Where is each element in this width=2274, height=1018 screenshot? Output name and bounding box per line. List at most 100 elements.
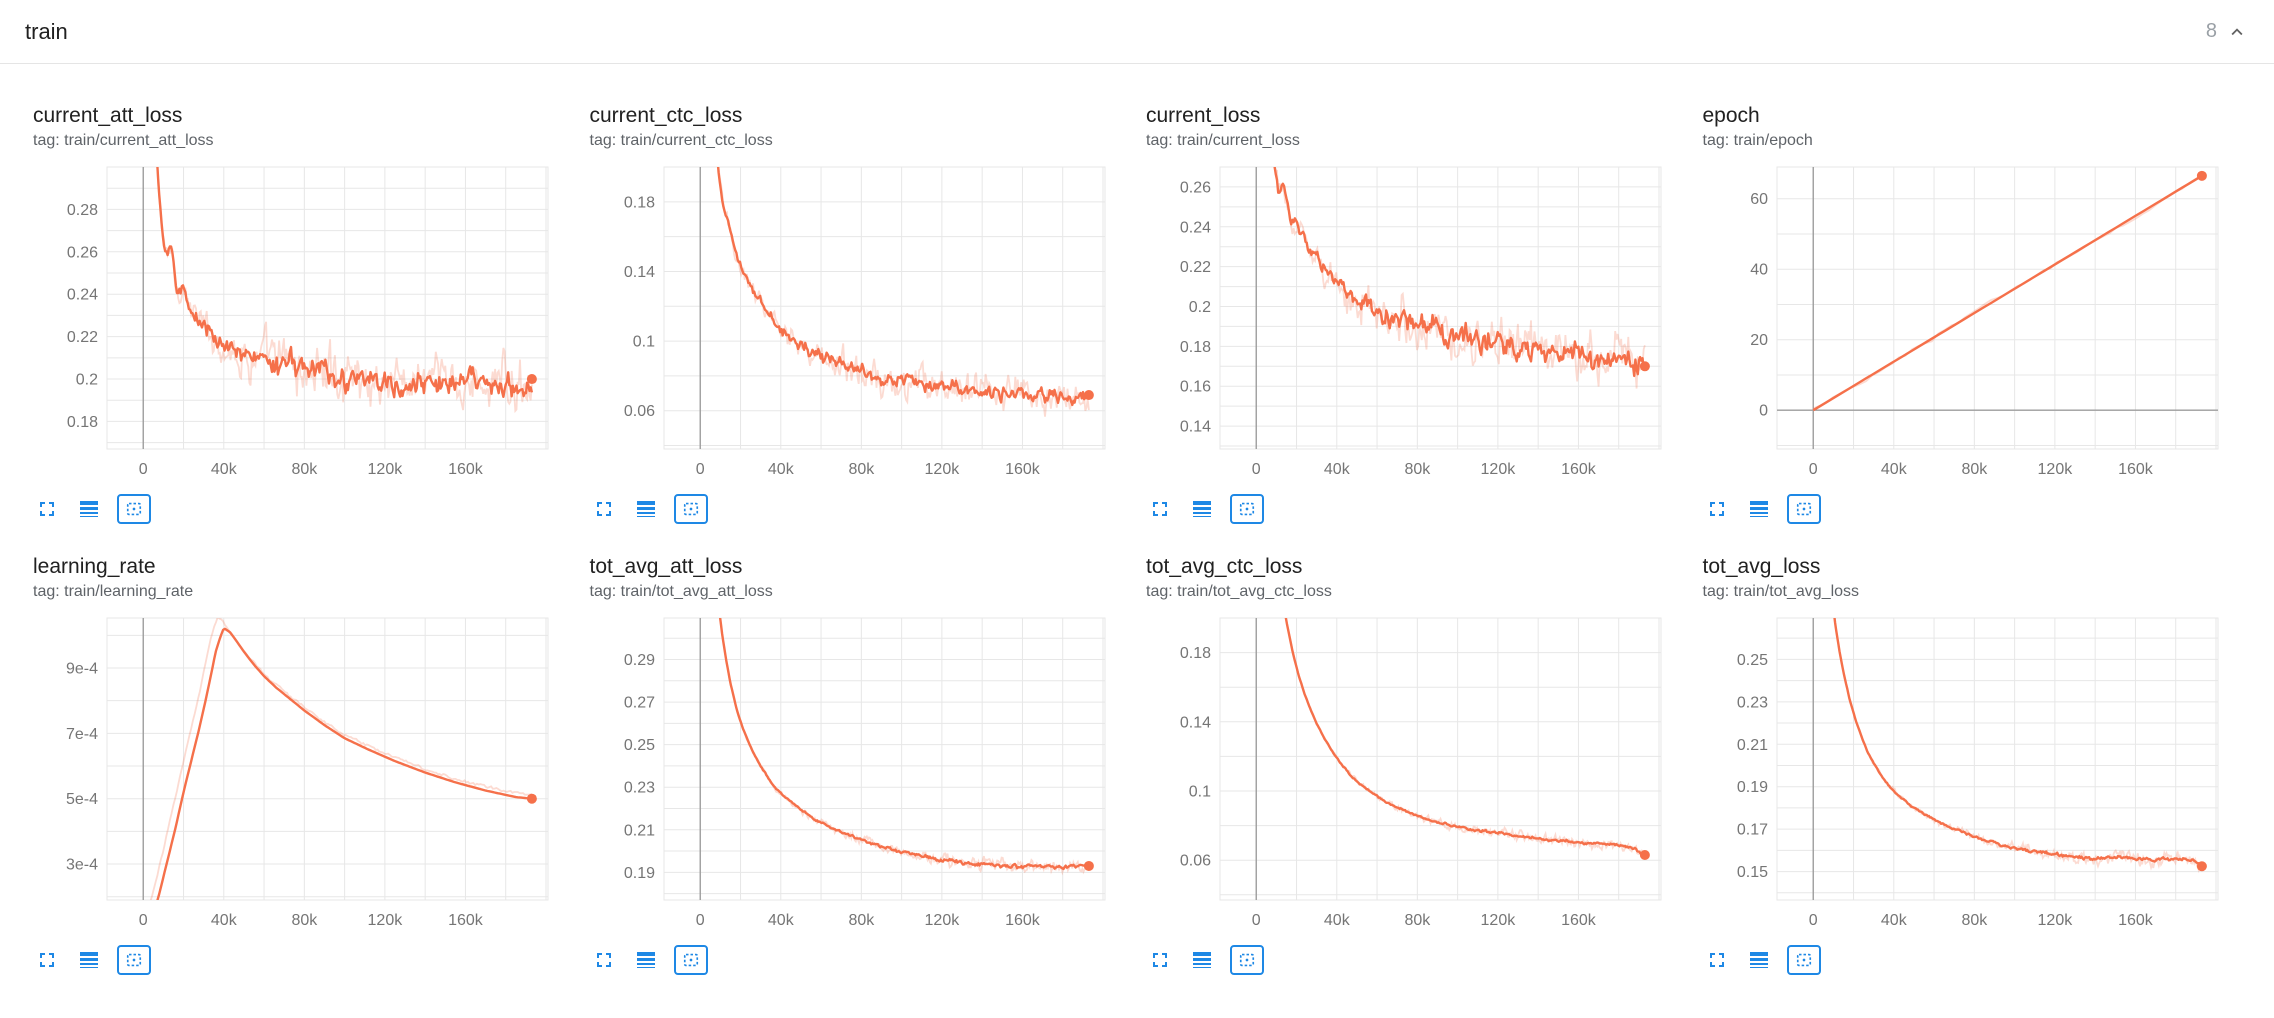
fit-domain-icon (683, 502, 698, 516)
toggle-log-scale-button[interactable] (75, 495, 103, 523)
svg-text:0.25: 0.25 (623, 737, 654, 754)
expand-chart-button[interactable] (33, 946, 61, 974)
expand-chart-button[interactable] (1703, 946, 1731, 974)
svg-text:120k: 120k (924, 461, 960, 478)
svg-text:160k: 160k (1561, 912, 1597, 929)
toggle-log-scale-button[interactable] (1188, 495, 1216, 523)
svg-text:120k: 120k (1481, 912, 1517, 929)
toggle-log-scale-button[interactable] (1745, 946, 1773, 974)
svg-text:80k: 80k (848, 461, 875, 478)
chart-count-badge: 8 (2205, 20, 2217, 42)
line-chart[interactable]: 0.19 0.21 0.23 0.25 0.27 0.29 0 40k 80k 120k 160k (589, 614, 1115, 934)
svg-text:120k: 120k (924, 912, 960, 929)
run-section-header[interactable]: train 8 (0, 0, 2274, 64)
fullscreen-icon (1709, 953, 1724, 967)
line-chart[interactable]: 0 20 40 60 0 40k 80k 120k 160k (1702, 163, 2228, 483)
chart-title: tot_avg_att_loss (589, 555, 743, 578)
svg-text:160k: 160k (2118, 912, 2154, 929)
charts-area: current_att_loss tag: train/current_att_… (0, 64, 2274, 976)
chart-tag: tag: train/learning_rate (33, 583, 194, 600)
chart-toolbar (590, 944, 1129, 976)
svg-text:0.18: 0.18 (1180, 645, 1211, 662)
scalar-chart-card: current_loss tag: train/current_loss 0.1… (1146, 102, 1685, 525)
chart-grid: current_att_loss tag: train/current_att_… (33, 102, 2241, 976)
fit-domain-button[interactable] (117, 945, 151, 975)
svg-text:80k: 80k (1961, 912, 1988, 929)
scalar-chart-card: current_ctc_loss tag: train/current_ctc_… (589, 102, 1129, 525)
svg-text:80k: 80k (291, 912, 318, 929)
line-chart[interactable]: 0.06 0.1 0.14 0.18 0 40k 80k 120k 160k (589, 163, 1115, 483)
line-chart[interactable]: 0.06 0.1 0.14 0.18 0 40k 80k 120k 160k (1146, 614, 1671, 934)
chart-toolbar (33, 944, 572, 976)
section-header-right: 8 (2206, 20, 2248, 43)
chart-title: current_att_loss (33, 104, 183, 127)
fit-domain-icon (126, 953, 142, 967)
svg-text:160k: 160k (1561, 461, 1597, 478)
fit-domain-button[interactable] (1230, 945, 1264, 975)
fit-domain-icon (1239, 953, 1255, 967)
svg-text:0.24: 0.24 (67, 287, 98, 304)
chart-tag: tag: train/tot_avg_att_loss (589, 583, 773, 600)
fit-domain-button[interactable] (673, 945, 708, 975)
svg-text:40k: 40k (767, 912, 794, 929)
scalar-chart-card: epoch tag: train/epoch 0 20 40 60 0 40k 80k 120… (1702, 102, 2242, 525)
svg-text:0.21: 0.21 (623, 822, 654, 839)
scalar-chart-card: current_att_loss tag: train/current_att_… (33, 102, 572, 525)
toggle-log-scale-button[interactable] (75, 946, 103, 974)
expand-chart-button[interactable] (590, 495, 618, 523)
line-chart[interactable]: 0.15 0.17 0.19 0.21 0.23 0.25 0 40k 80k 120k 160k (1702, 614, 2228, 934)
fit-domain-button[interactable] (1786, 494, 1821, 524)
fit-domain-button[interactable] (1230, 494, 1264, 524)
svg-text:9e-4: 9e-4 (66, 660, 98, 677)
chart-toolbar (590, 493, 1129, 525)
fit-domain-button[interactable] (117, 494, 151, 524)
svg-text:120k: 120k (368, 461, 404, 478)
svg-text:3e-4: 3e-4 (66, 857, 98, 874)
svg-text:160k: 160k (1005, 912, 1041, 929)
chart-toolbar (33, 493, 572, 525)
line-weight-icon (1193, 501, 1211, 517)
line-chart[interactable]: 0.14 0.16 0.18 0.2 0.22 0.24 0.26 0 40k 80k 120k 16… (1146, 163, 1671, 483)
svg-text:160k: 160k (448, 461, 484, 478)
expand-chart-button[interactable] (1146, 495, 1174, 523)
svg-text:120k: 120k (368, 912, 404, 929)
fit-domain-button[interactable] (673, 494, 708, 524)
svg-text:80k: 80k (291, 461, 318, 478)
fit-domain-button[interactable] (1786, 945, 1821, 975)
svg-text:0.24: 0.24 (1180, 219, 1211, 236)
svg-text:0.06: 0.06 (623, 403, 654, 420)
expand-chart-button[interactable] (1146, 946, 1174, 974)
toggle-log-scale-button[interactable] (1745, 495, 1773, 523)
section-title: train (25, 18, 68, 44)
svg-text:80k: 80k (1404, 461, 1431, 478)
toggle-log-scale-button[interactable] (632, 946, 660, 974)
expand-chart-button[interactable] (33, 495, 61, 523)
svg-text:40k: 40k (1880, 912, 1907, 929)
toggle-log-scale-button[interactable] (632, 495, 660, 523)
svg-text:0.25: 0.25 (1736, 652, 1767, 669)
svg-text:7e-4: 7e-4 (66, 726, 98, 743)
chevron-up-icon[interactable] (2226, 21, 2248, 43)
fullscreen-icon (1153, 953, 1167, 967)
scalar-chart-card: tot_avg_att_loss tag: train/tot_avg_att_… (589, 553, 1129, 976)
svg-text:160k: 160k (448, 912, 484, 929)
chart-title: current_ctc_loss (589, 104, 743, 127)
fit-domain-icon (683, 953, 698, 967)
line-weight-icon (80, 501, 98, 517)
toggle-log-scale-button[interactable] (1188, 946, 1216, 974)
svg-text:0.14: 0.14 (1180, 419, 1211, 436)
svg-text:0.22: 0.22 (67, 329, 98, 346)
svg-text:0: 0 (1808, 912, 1817, 929)
svg-text:5e-4: 5e-4 (66, 791, 98, 808)
fullscreen-icon (1153, 502, 1167, 516)
scalars-dashboard: train 8 current_att_loss tag: train/curr… (0, 0, 2274, 976)
svg-text:0.1: 0.1 (632, 334, 654, 351)
svg-text:0.21: 0.21 (1736, 737, 1767, 754)
expand-chart-button[interactable] (590, 946, 618, 974)
line-chart[interactable]: 3e-4 5e-4 7e-4 9e-4 0 40k 80k 120k 160k (33, 614, 558, 934)
line-chart[interactable]: 0.18 0.2 0.22 0.24 0.26 0.28 0 40k 80k 120k 160k (33, 163, 558, 483)
svg-text:0.29: 0.29 (623, 652, 654, 669)
svg-text:0.16: 0.16 (1180, 379, 1211, 396)
svg-text:0.26: 0.26 (1180, 179, 1211, 196)
expand-chart-button[interactable] (1703, 495, 1731, 523)
